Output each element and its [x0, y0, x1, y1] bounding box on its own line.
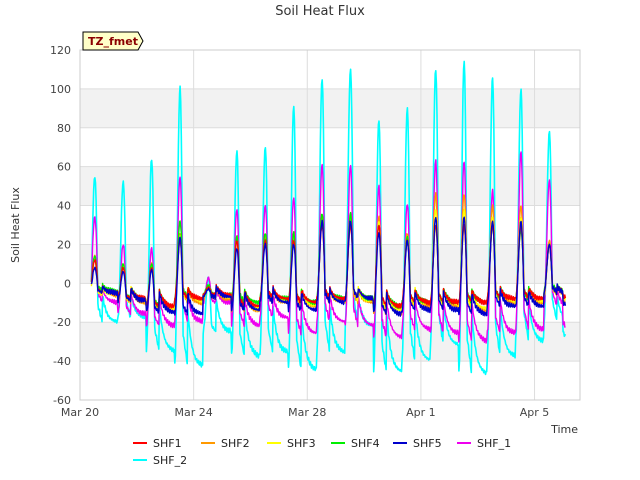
legend-label: SHF2 [221, 437, 250, 450]
y-tick-label: 120 [50, 44, 71, 57]
legend-label: SHF_1 [477, 437, 511, 450]
y-tick-label: 80 [57, 122, 71, 135]
plot-band [80, 244, 580, 284]
site-label: TZ_fmet [88, 35, 138, 48]
legend-label: SHF5 [413, 437, 442, 450]
plot-band [80, 166, 580, 206]
legend-label: SHF4 [351, 437, 380, 450]
site-label-frame [82, 31, 144, 51]
x-tick-label: Apr 1 [406, 406, 436, 419]
chart-title: Soil Heat Flux [275, 4, 365, 19]
x-tick-label: Mar 24 [175, 406, 213, 419]
plot-band [80, 88, 580, 128]
y-tick-label: 100 [50, 83, 71, 96]
x-tick-label: Mar 28 [288, 406, 326, 419]
series-line-shf1 [90, 223, 567, 309]
y-tick-label: 40 [57, 200, 71, 213]
legend-label: SHF_2 [153, 454, 187, 467]
y-tick-label: -40 [53, 355, 71, 368]
y-tick-label: -60 [53, 394, 71, 407]
site-label-box: TZ_fmet [82, 31, 144, 51]
y-tick-label: 0 [64, 277, 71, 290]
series-layer [90, 60, 567, 376]
x-tick-label: Mar 20 [61, 406, 99, 419]
y-tick-label: 60 [57, 161, 71, 174]
x-axis-title: Time [550, 423, 578, 436]
y-axis-ticks: -60 -40 -20 0 20 40 60 80 100 120 [50, 44, 71, 407]
series-line-shf-1 [90, 151, 566, 344]
x-tick-label: Apr 5 [520, 406, 550, 419]
legend: SHF1 SHF2 SHF3 SHF4 SHF5 SHF_1 SHF_2 [133, 437, 511, 467]
series-line-shf-2 [90, 60, 567, 376]
legend-label: SHF1 [153, 437, 182, 450]
y-tick-label: -20 [53, 316, 71, 329]
x-axis-ticks: Mar 20 Mar 24 Mar 28 Apr 1 Apr 5 [61, 406, 549, 419]
plot-frame [79, 49, 581, 401]
legend-label: SHF3 [287, 437, 316, 450]
y-tick-label: 20 [57, 238, 71, 251]
y-axis-title: Soil Heat Flux [9, 187, 22, 263]
series-line-shf5 [90, 216, 567, 317]
